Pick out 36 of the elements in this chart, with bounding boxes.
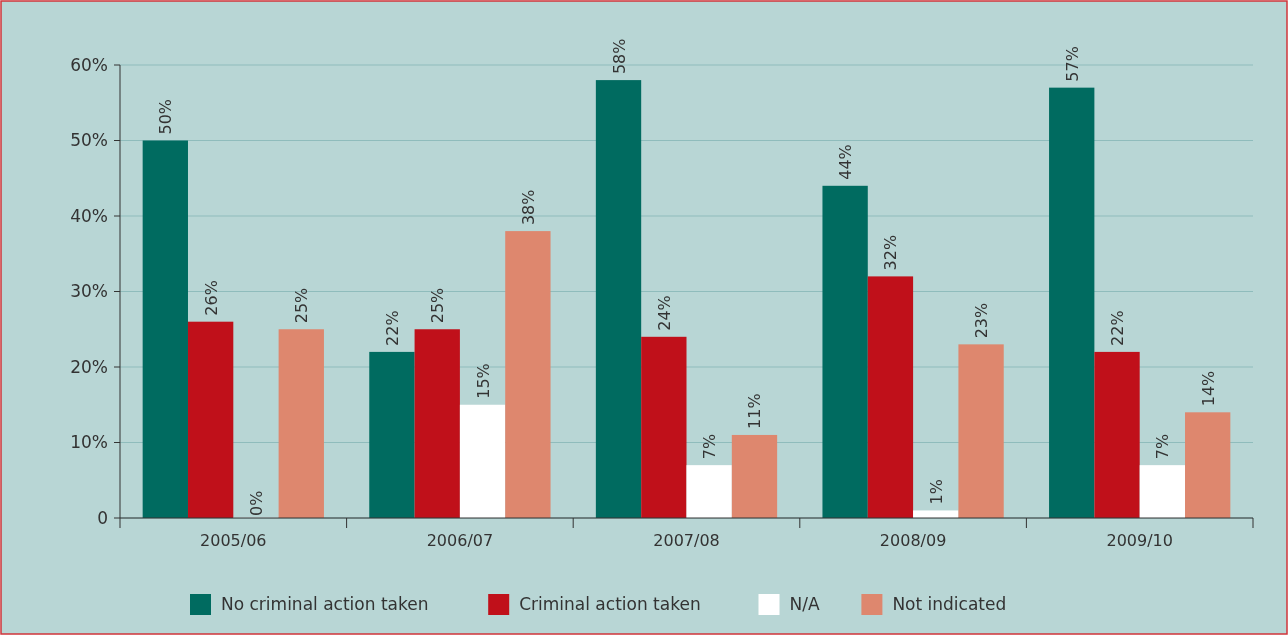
data-label: 57% — [1062, 46, 1082, 82]
data-label: 22% — [1108, 310, 1128, 346]
y-tick-label: 30% — [70, 281, 108, 302]
data-label: 25% — [292, 287, 312, 324]
y-tick-label: 0 — [97, 507, 108, 528]
data-label: 14% — [1198, 370, 1218, 407]
y-tick-label: 20% — [70, 356, 108, 377]
data-label: 11% — [745, 393, 765, 429]
x-tick-label: 2006/07 — [426, 531, 494, 550]
data-label: 7% — [1153, 433, 1173, 460]
data-label: 24% — [654, 295, 674, 331]
y-tick-label: 60% — [70, 54, 108, 75]
data-label: 26% — [201, 280, 221, 316]
data-label: 1% — [926, 479, 946, 505]
x-tick-label: 2008/09 — [879, 531, 947, 550]
x-tick-label: 2007/08 — [653, 531, 720, 550]
data-label: 58% — [609, 38, 629, 75]
y-tick-label: 40% — [70, 205, 108, 226]
data-label: 7% — [700, 433, 720, 460]
data-label: 23% — [972, 302, 992, 339]
legend-label: Criminal action taken — [519, 593, 701, 614]
x-tick-label: 2009/10 — [1106, 531, 1173, 550]
data-label: 22% — [382, 310, 402, 346]
data-label: 15% — [473, 363, 493, 399]
legend-label: No criminal action taken — [221, 593, 429, 614]
legend-label: N/A — [789, 593, 820, 614]
legend-label: Not indicated — [892, 593, 1007, 614]
data-label: 44% — [836, 144, 856, 180]
data-label: 50% — [156, 98, 176, 135]
y-tick-label: 50% — [70, 130, 108, 151]
data-label: 38% — [518, 189, 538, 226]
y-tick-label: 10% — [70, 432, 108, 453]
data-label: 0% — [246, 490, 266, 516]
data-label: 25% — [428, 287, 448, 324]
data-label: 32% — [881, 234, 901, 271]
x-tick-label: 2005/06 — [200, 531, 267, 550]
